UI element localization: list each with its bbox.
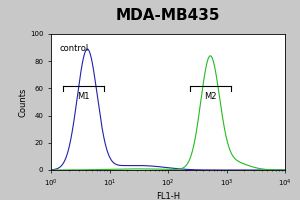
Text: M1: M1 (77, 92, 89, 101)
Text: MDA-MB435: MDA-MB435 (116, 8, 220, 23)
X-axis label: FL1-H: FL1-H (156, 192, 180, 200)
Y-axis label: Counts: Counts (18, 87, 27, 117)
Text: M2: M2 (205, 92, 217, 101)
Text: control: control (60, 44, 89, 53)
